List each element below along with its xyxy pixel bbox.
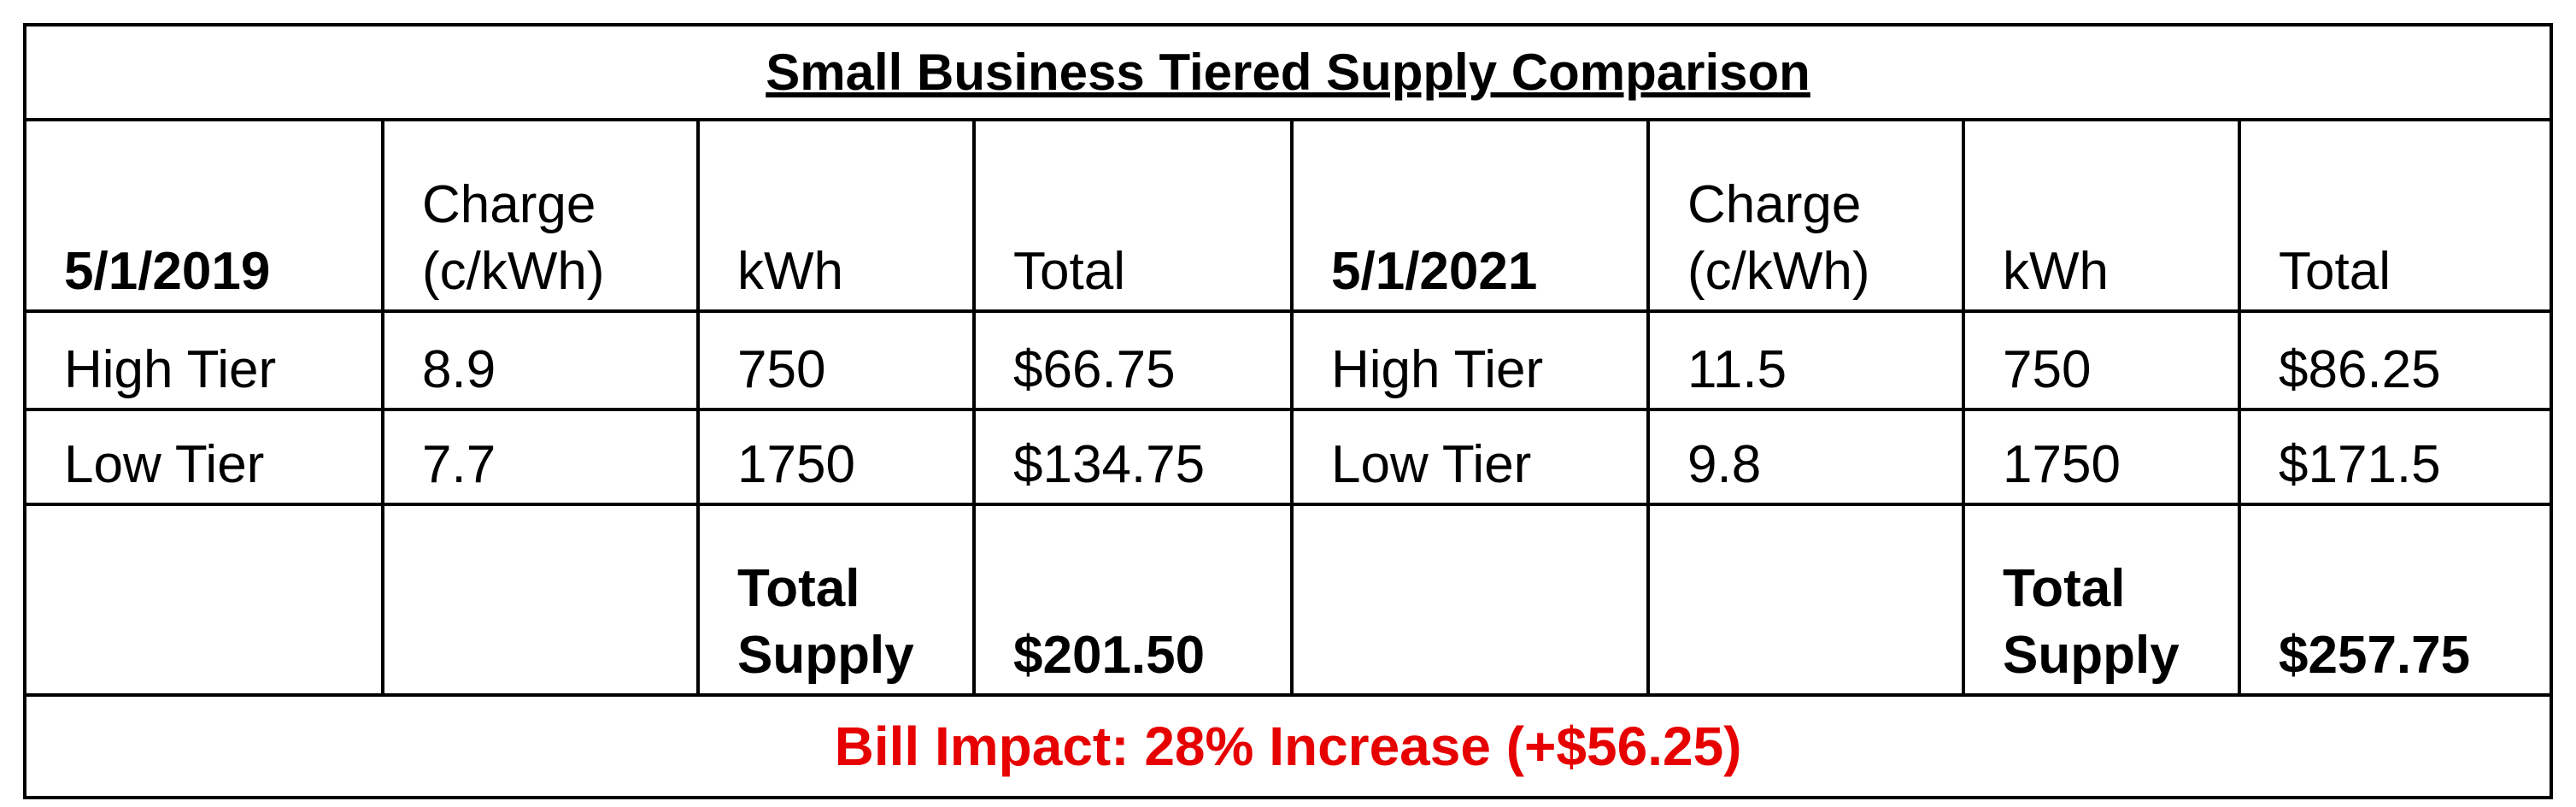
table-row: 5/1/2019 Charge (c/kWh) kWh Total 5/1/2021 Ch… [23,118,2554,313]
empty-cell [1646,503,1965,697]
column-header: Total [972,118,1294,313]
table-cell: 1750 [696,408,976,506]
table-cell: 11.5 [1646,309,1965,411]
table-cell: 8.9 [381,309,700,411]
column-header: kWh [1962,118,2241,313]
table-cell: 9.8 [1646,408,1965,506]
table-row: High Tier 8.9 750 $66.75 High Tier 11.5 750 $86… [23,309,2554,411]
table-cell: 1750 [1962,408,2241,506]
row-label: Low Tier [23,408,384,506]
column-header: Charge (c/kWh) [381,118,700,313]
comparison-table: Small Business Tiered Supply Comparison 5… [22,23,2554,799]
table-cell: $134.75 [972,408,1294,506]
column-header: kWh [696,118,976,313]
table-body: Small Business Tiered Supply Comparison 5… [22,23,2554,799]
table-row: Bill Impact: 28% Increase (+$56.25) [22,693,2554,799]
column-header: Charge (c/kWh) [1646,118,1965,313]
table-cell: 750 [1962,309,2241,411]
table-row: Low Tier 7.7 1750 $134.75 Low Tier 9.8 1750 $17… [23,408,2554,506]
total-label: Total Supply [1962,503,2241,697]
column-header: Total [2237,118,2554,313]
table-cell: 750 [696,309,976,411]
table-cell: $171.5 [2237,408,2554,506]
empty-cell [23,503,384,697]
empty-cell [381,503,700,697]
table-cell: $66.75 [972,309,1294,411]
column-header: 5/1/2021 [1290,118,1650,313]
total-value: $257.75 [2237,503,2554,697]
total-label: Total Supply [696,503,976,697]
empty-cell [1290,503,1650,697]
table-cell: 7.7 [381,408,700,506]
table-title: Small Business Tiered Supply Comparison [22,23,2554,121]
table-row: Small Business Tiered Supply Comparison [22,23,2554,121]
column-header: 5/1/2019 [23,118,384,313]
total-value: $201.50 [972,503,1294,697]
row-label: High Tier [23,309,384,411]
bill-impact: Bill Impact: 28% Increase (+$56.25) [22,693,2554,799]
row-label: Low Tier [1290,408,1650,506]
table-cell: $86.25 [2237,309,2554,411]
table-row: Total Supply $201.50 Total Supply $257.75 [23,503,2554,697]
row-label: High Tier [1290,309,1650,411]
